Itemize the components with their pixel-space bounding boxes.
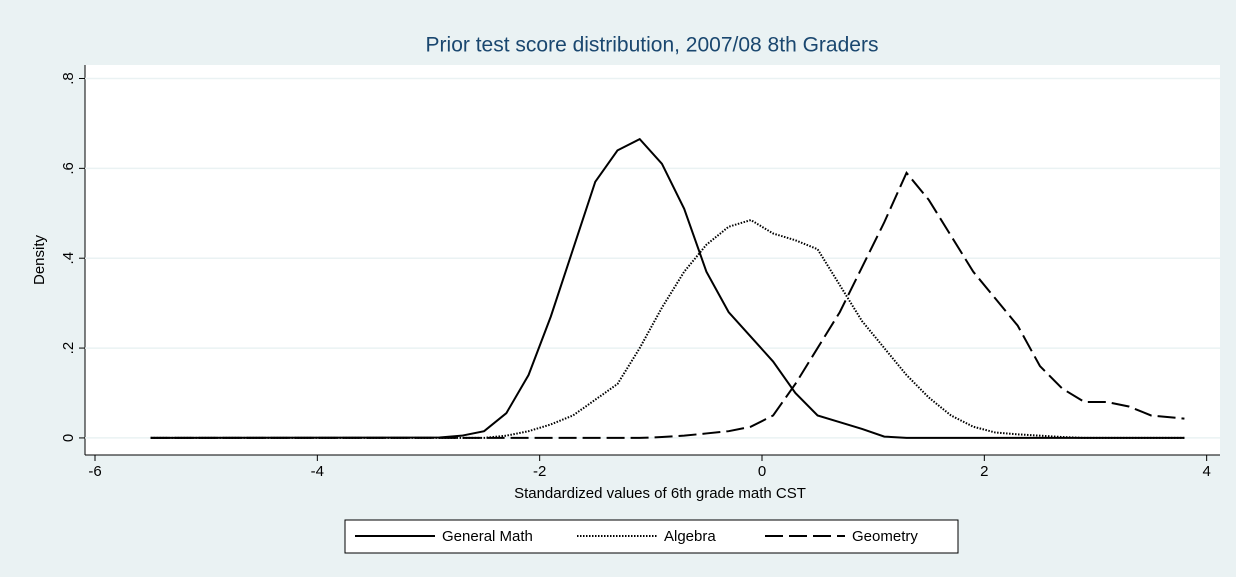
y-axis-title: Density bbox=[31, 234, 48, 285]
x-tick-label: 0 bbox=[758, 463, 766, 480]
y-tick-label: .6 bbox=[60, 162, 77, 175]
x-tick-label: 2 bbox=[980, 463, 988, 480]
legend-label: Geometry bbox=[852, 528, 918, 545]
x-axis-title: Standardized values of 6th grade math CS… bbox=[514, 485, 806, 502]
series-line bbox=[150, 170, 1185, 439]
series-line bbox=[150, 218, 1185, 439]
x-tick-label: 4 bbox=[1202, 463, 1210, 480]
y-tick-label: .2 bbox=[60, 342, 77, 355]
x-tick-label: -4 bbox=[311, 463, 324, 480]
series-line bbox=[150, 137, 1185, 439]
legend bbox=[344, 519, 959, 554]
chart-title: Prior test score distribution, 2007/08 8… bbox=[426, 34, 879, 57]
y-tick-label: .4 bbox=[60, 252, 77, 265]
y-tick-label: .8 bbox=[60, 72, 77, 85]
legend-label: General Math bbox=[442, 528, 533, 545]
x-tick-label: -2 bbox=[533, 463, 546, 480]
plot-area bbox=[85, 65, 1220, 455]
y-tick-label: 0 bbox=[60, 434, 77, 442]
x-tick-label: -6 bbox=[88, 463, 101, 480]
legend-label: Algebra bbox=[664, 528, 716, 545]
